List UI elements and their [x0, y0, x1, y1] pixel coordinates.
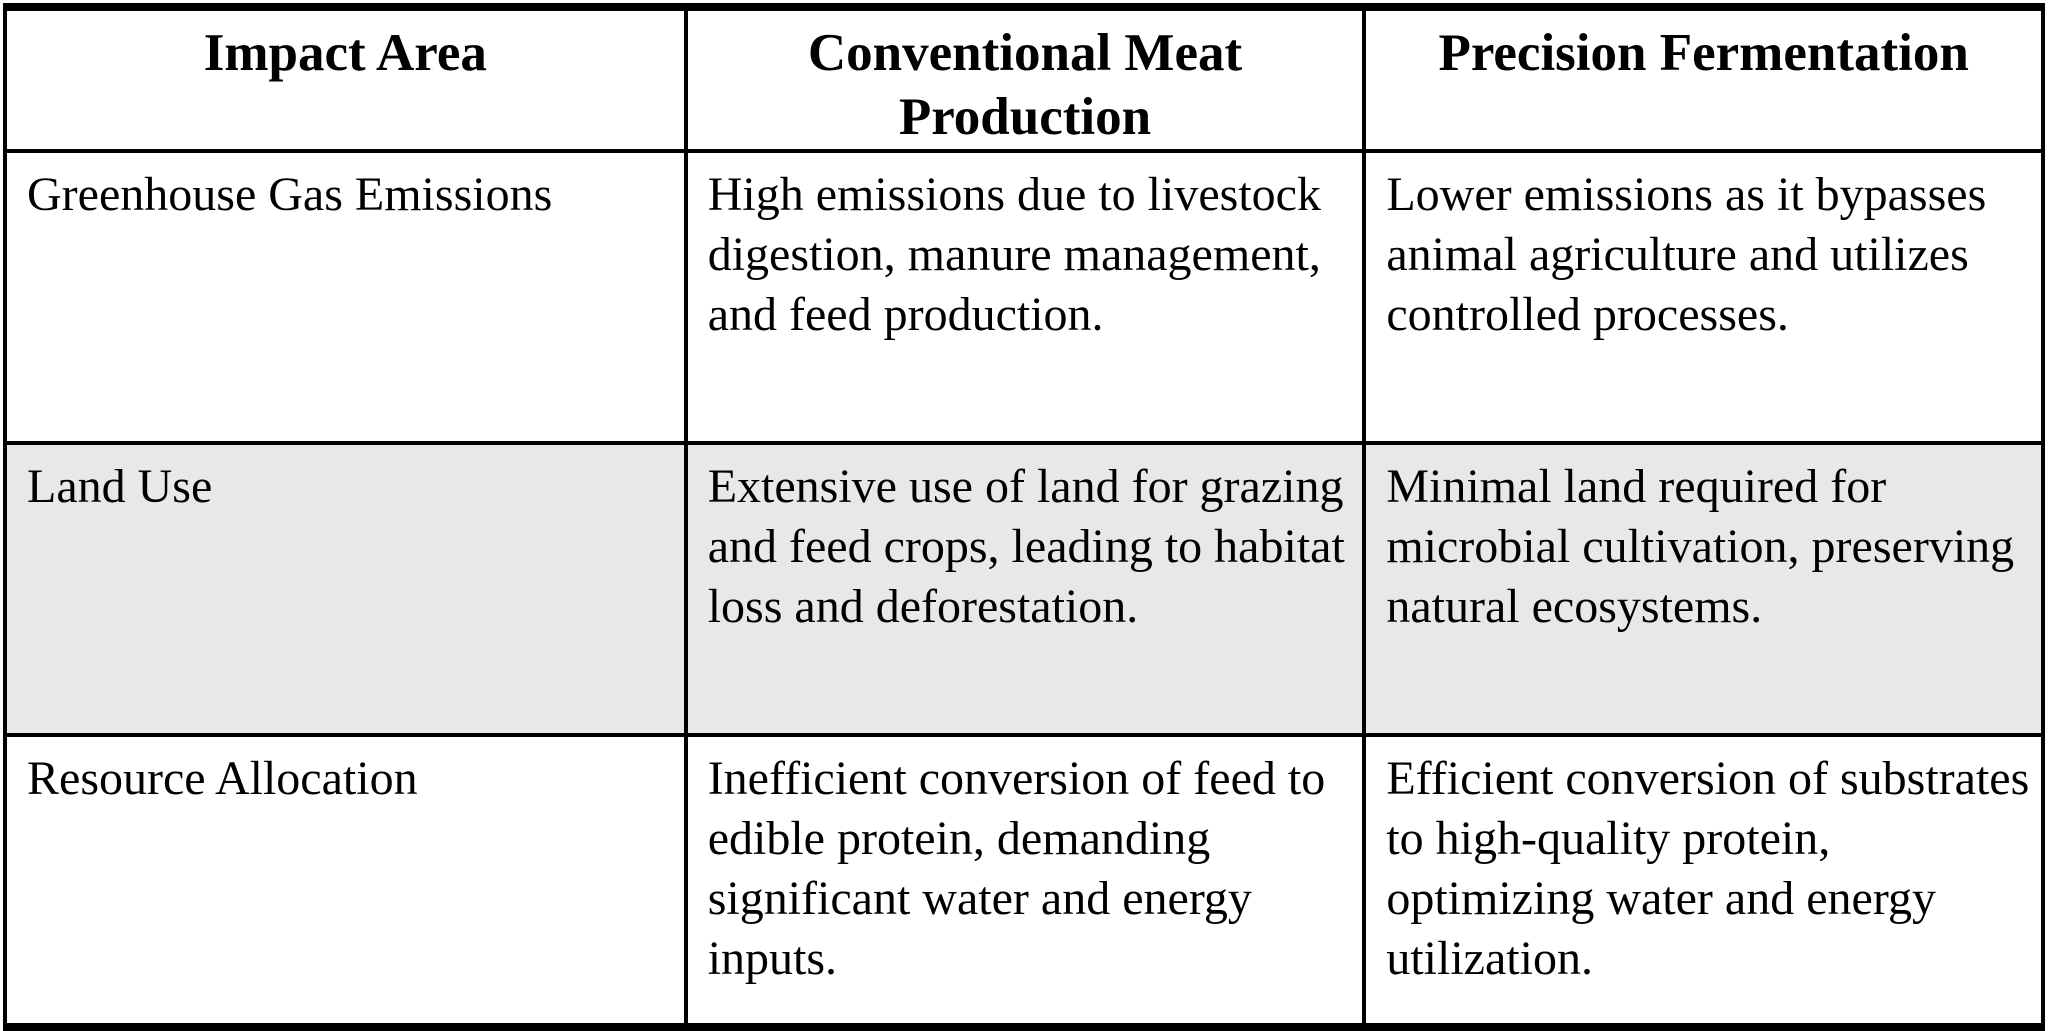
cell-resource-precision: Efficient conversion of substrates to hi… [1362, 733, 2045, 1029]
header-row: Impact Area Conventional Meat Production… [3, 5, 2045, 153]
cell-resource-conventional: Inefficient conversion of feed to edible… [683, 733, 1367, 1029]
table-row-land-use: Land Use Extensive use of land for grazi… [3, 441, 2045, 737]
cell-land-use-conventional: Extensive use of land for grazing and fe… [683, 441, 1367, 737]
header-conventional-meat-production: Conventional Meat Production [683, 5, 1367, 153]
table-row-greenhouse-gas-emissions: Greenhouse Gas Emissions High emissions … [3, 149, 2045, 445]
header-precision-fermentation: Precision Fermentation [1362, 5, 2045, 153]
row-label-land-use: Land Use [3, 441, 688, 737]
cell-land-use-precision: Minimal land required for microbial cult… [1362, 441, 2045, 737]
comparison-table: Impact Area Conventional Meat Production… [3, 3, 2045, 1031]
cell-greenhouse-conventional: High emissions due to livestock digestio… [683, 149, 1367, 445]
table-row-resource-allocation: Resource Allocation Inefficient conversi… [3, 733, 2045, 1029]
header-impact-area: Impact Area [3, 5, 688, 153]
row-label-greenhouse-gas-emissions: Greenhouse Gas Emissions [3, 149, 688, 445]
cell-greenhouse-precision: Lower emissions as it bypasses animal ag… [1362, 149, 2045, 445]
row-label-resource-allocation: Resource Allocation [3, 733, 688, 1029]
